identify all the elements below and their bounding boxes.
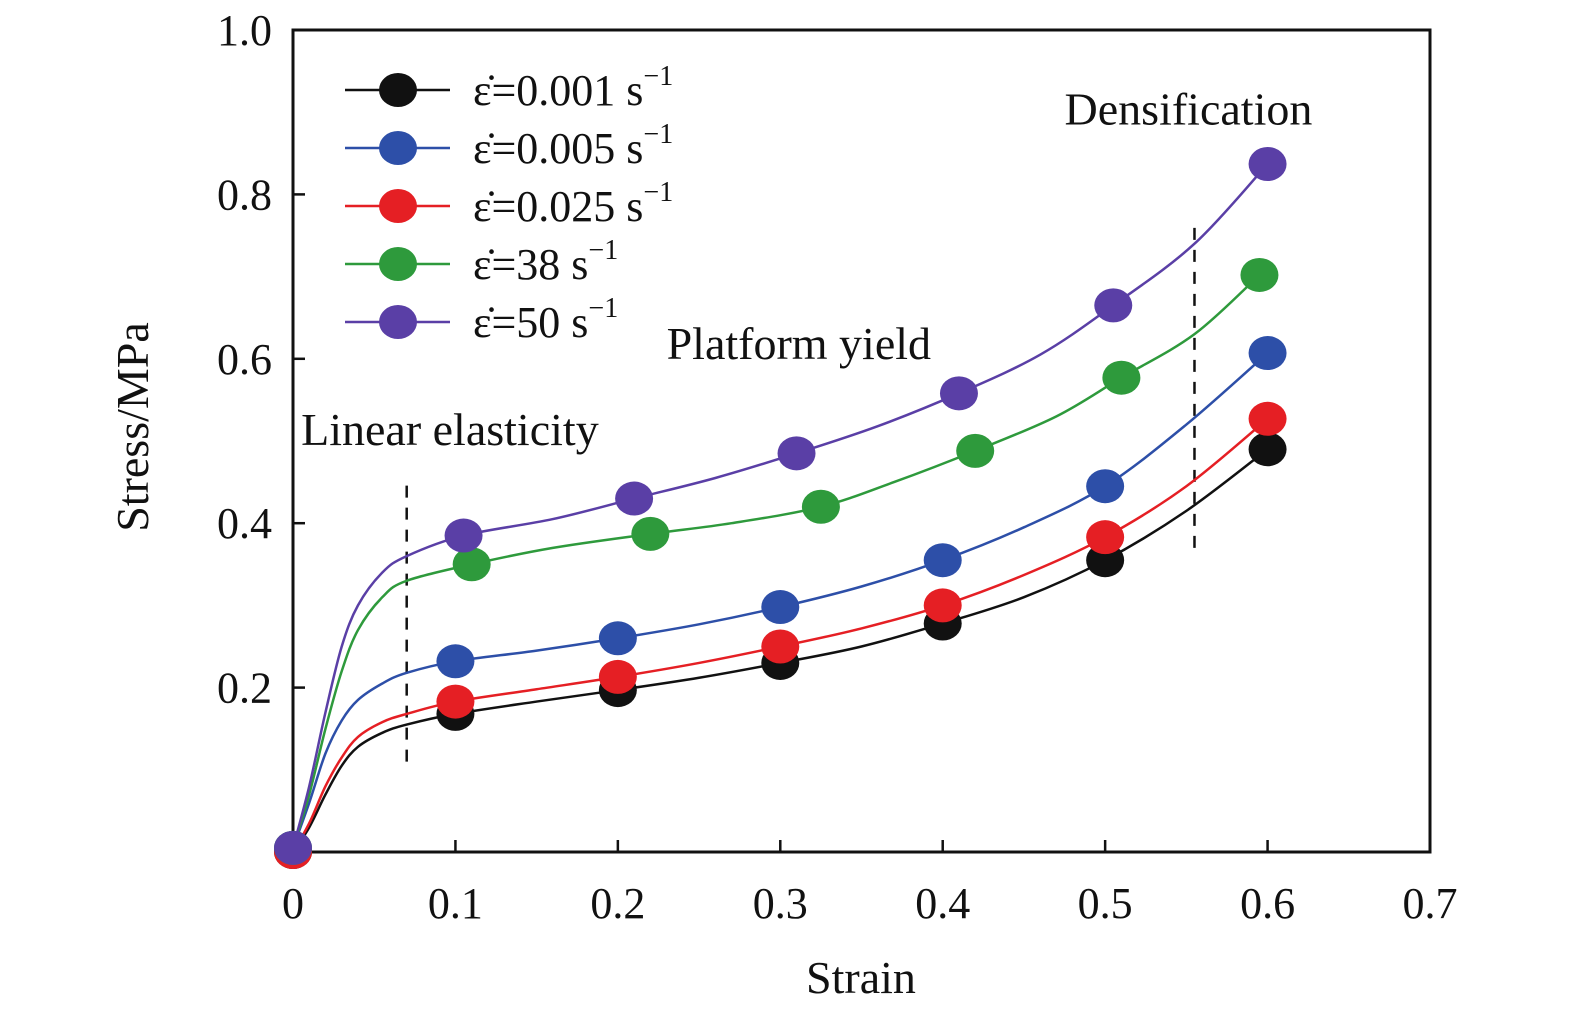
data-point <box>1248 336 1287 371</box>
data-point <box>761 590 800 625</box>
data-point <box>1102 360 1141 395</box>
x-tick-label: 0.6 <box>1240 879 1295 928</box>
legend-label: ε̇=0.005 s−1 <box>473 119 673 173</box>
y-tick-label: 0.8 <box>217 170 272 219</box>
x-axis-label: Strain <box>806 952 916 1003</box>
data-point <box>452 547 491 582</box>
data-point <box>615 481 654 516</box>
y-tick-label: 0.6 <box>217 335 272 384</box>
data-point <box>761 629 800 664</box>
data-point <box>923 543 962 578</box>
series-layer <box>274 146 1287 869</box>
legend-marker <box>379 189 417 223</box>
data-point <box>274 830 312 865</box>
data-point <box>598 621 637 656</box>
data-point <box>1240 257 1279 292</box>
series-3 <box>274 401 1287 869</box>
legend-marker <box>379 247 417 281</box>
y-axis-label: Stress/MPa <box>107 322 158 532</box>
y-tick-label: 0.2 <box>217 664 272 713</box>
x-tick-label: 0 <box>282 879 304 928</box>
y-tick-label: 1.0 <box>217 6 272 55</box>
data-point <box>436 684 475 719</box>
data-point <box>444 518 483 553</box>
data-point <box>631 516 670 551</box>
data-point <box>1248 432 1287 467</box>
data-point <box>956 433 995 468</box>
plot-frame <box>291 28 1432 854</box>
legend-label: ε̇=0.025 s−1 <box>473 177 673 231</box>
data-point <box>598 659 637 694</box>
legend-label: ε̇=50 s−1 <box>473 293 618 347</box>
data-point <box>923 588 962 623</box>
data-point <box>1086 520 1125 555</box>
x-tick-label: 0.7 <box>1403 879 1458 928</box>
legend: ε̇=0.001 s−1ε̇=0.005 s−1ε̇=0.025 s−1ε̇=3… <box>345 61 673 347</box>
series-4 <box>274 257 1279 865</box>
data-point <box>939 376 978 411</box>
series-line <box>291 163 1269 849</box>
y-tick-label: 0.4 <box>217 499 272 548</box>
data-point <box>1086 469 1125 504</box>
legend-label: ε̇=0.001 s−1 <box>473 61 673 115</box>
x-tick-label: 0.2 <box>590 879 645 928</box>
x-tick-label: 0.1 <box>428 879 483 928</box>
phase-annotation: Linear elasticity <box>301 404 599 455</box>
data-point <box>801 489 840 524</box>
x-tick-label: 0.3 <box>753 879 808 928</box>
annotations: Linear elasticity Platform yield Densifica… <box>301 84 1312 456</box>
axis-ticks: 0 0.1 0.2 0.3 0.4 0.5 0.6 0.7 0.2 0.4 0.6 0.8 1.0 <box>217 6 1458 928</box>
x-tick-label: 0.5 <box>1078 879 1133 928</box>
data-point <box>777 436 816 471</box>
x-tick-label: 0.4 <box>915 879 970 928</box>
data-point <box>1094 288 1133 323</box>
phase-annotation: Platform yield <box>667 318 931 369</box>
data-point <box>436 644 475 679</box>
series-5 <box>274 146 1287 865</box>
data-point <box>1248 146 1287 181</box>
legend-marker <box>379 131 417 165</box>
phase-annotation: Densification <box>1065 84 1313 135</box>
data-point <box>1248 401 1287 436</box>
legend-marker <box>379 305 417 339</box>
legend-marker <box>379 73 417 107</box>
legend-label: ε̇=38 s−1 <box>473 235 618 289</box>
